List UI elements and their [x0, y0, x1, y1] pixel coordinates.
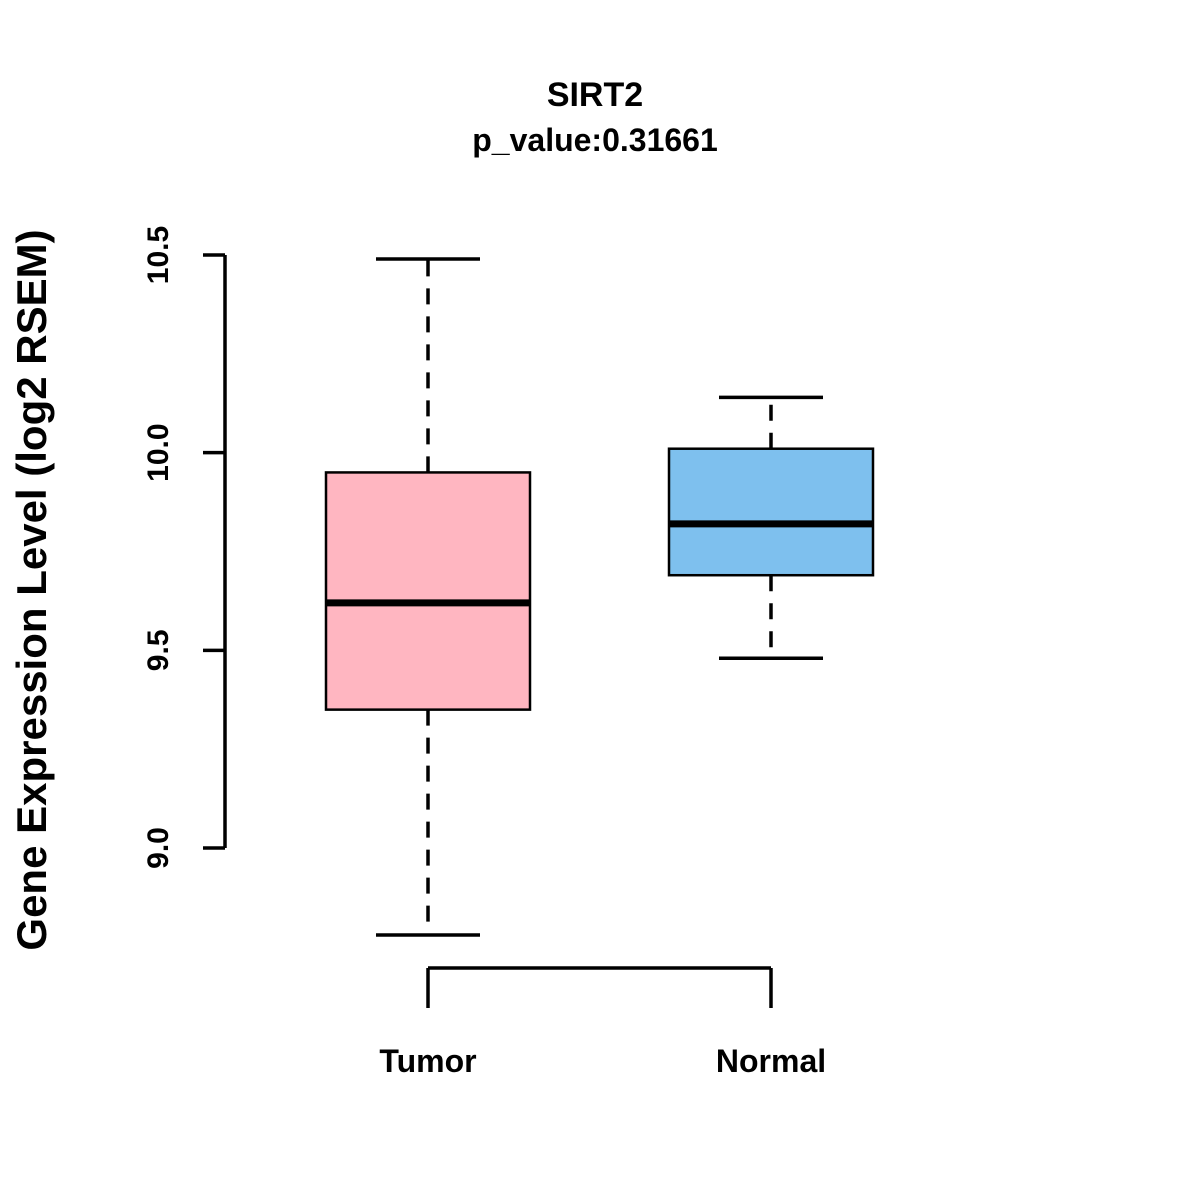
- box-normal: [667, 447, 875, 577]
- chart-subtitle: p_value:0.31661: [472, 122, 718, 158]
- y-axis-tick-label: 10.5: [142, 226, 175, 284]
- y-axis-label: Gene Expression Level (log2 RSEM): [8, 229, 55, 951]
- category-label-normal: Normal: [716, 1043, 826, 1079]
- chart-title: SIRT2: [546, 76, 644, 114]
- category-label-tumor: Tumor: [379, 1043, 476, 1079]
- y-axis-tick-label: 10.0: [142, 423, 175, 481]
- box-tumor: [324, 471, 532, 711]
- y-axis-tick-label: 9.0: [142, 827, 175, 869]
- y-axis-tick-label: 9.5: [142, 629, 175, 671]
